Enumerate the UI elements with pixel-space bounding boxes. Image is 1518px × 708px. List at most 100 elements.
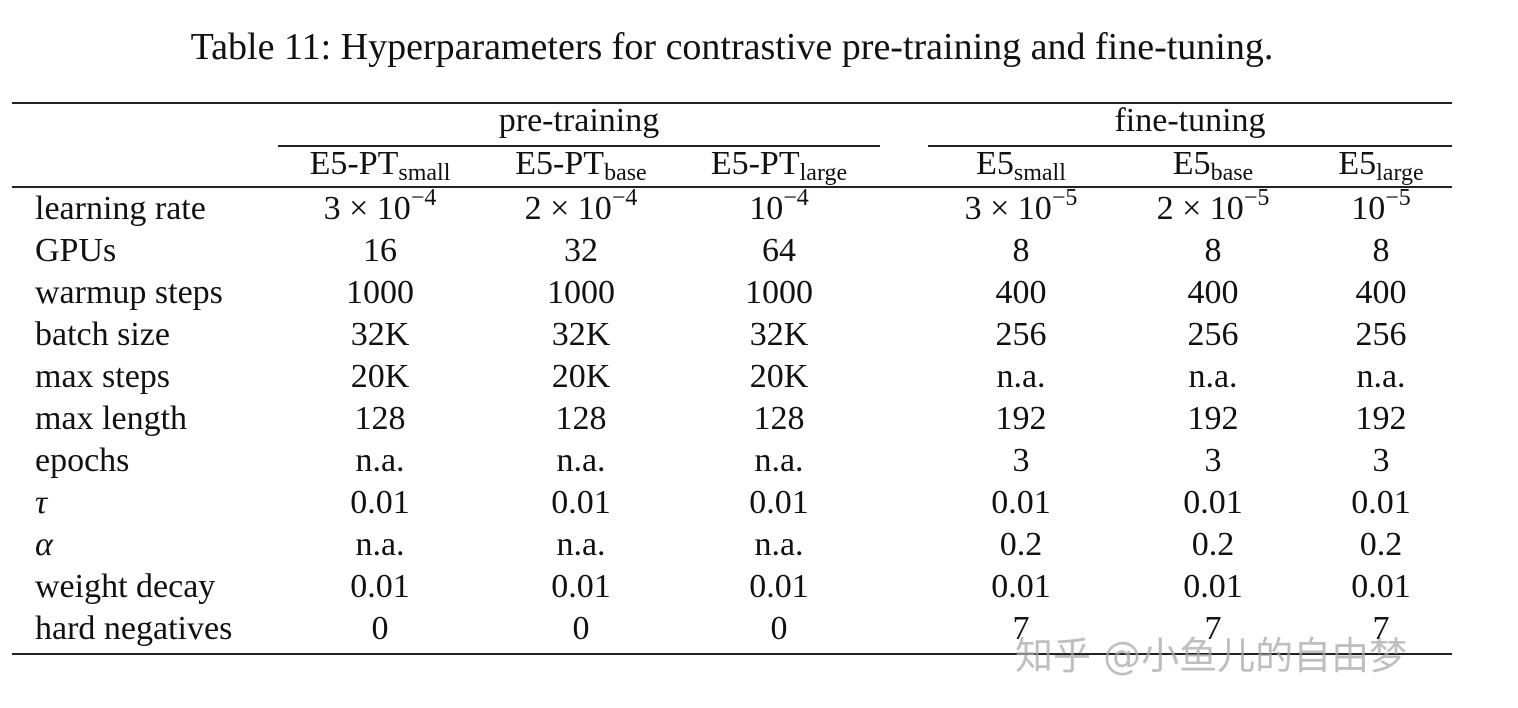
header-rule [12, 186, 1452, 188]
cell-exp: −5 [1243, 185, 1270, 211]
cell: 3 [1012, 442, 1030, 479]
cell: 7 [1204, 610, 1222, 647]
row-label: max length [35, 400, 188, 437]
group-rule [928, 145, 1452, 147]
column-header: E5large [1338, 145, 1423, 186]
cell: 3 × 10−5 [964, 186, 1078, 227]
cell: 8 [1372, 232, 1390, 269]
column-base: E5 [1172, 145, 1211, 182]
cell: n.a. [556, 526, 606, 563]
cell: 32K [350, 316, 410, 353]
cell: 3 [1204, 442, 1222, 479]
cell-exp: −4 [783, 185, 809, 211]
cell: 0.01 [749, 568, 809, 605]
cell: n.a. [754, 442, 804, 479]
cell: n.a. [754, 526, 804, 563]
cell: 7 [1372, 610, 1390, 647]
cell: 0.01 [1351, 568, 1411, 605]
column-header: E5small [976, 145, 1066, 186]
column-sub: large [799, 160, 848, 186]
column-sub: base [604, 160, 647, 186]
column-base: E5 [1338, 145, 1377, 182]
group-rule [278, 145, 880, 147]
cell: n.a. [1188, 358, 1238, 395]
cell: 7 [1012, 610, 1030, 647]
cell: 128 [753, 400, 805, 437]
column-base: E5-PT [309, 145, 399, 182]
cell: 8 [1204, 232, 1222, 269]
cell: 1000 [547, 274, 615, 311]
caption: Table 11: Hyperparameters for contrastiv… [190, 26, 1274, 68]
cell: 16 [363, 232, 397, 269]
cell: 0.2 [1359, 526, 1403, 563]
column-base: E5-PT [710, 145, 800, 182]
cell: 0 [371, 610, 389, 647]
cell-text: 10 [749, 190, 784, 227]
row-label: warmup steps [35, 274, 223, 311]
cell: 32K [551, 316, 611, 353]
cell: 20K [350, 358, 410, 395]
cell: 2 × 10−4 [524, 186, 638, 227]
cell: 8 [1012, 232, 1030, 269]
cell-exp: −4 [611, 185, 638, 211]
cell-text: 2 × 10 [524, 190, 612, 227]
cell: 1000 [745, 274, 813, 311]
cell: n.a. [355, 442, 405, 479]
column-sub: small [398, 160, 451, 186]
cell: 0.2 [1191, 526, 1235, 563]
cell: 0.01 [551, 484, 611, 521]
top-rule [12, 102, 1452, 104]
cell: 400 [1355, 274, 1407, 311]
column-sub: base [1210, 160, 1254, 186]
cell: 192 [1355, 400, 1407, 437]
cell-exp: −5 [1051, 185, 1078, 211]
cell: 128 [555, 400, 607, 437]
cell: 256 [1187, 316, 1239, 353]
cell: 256 [995, 316, 1047, 353]
row-label: batch size [35, 316, 170, 353]
column-base: E5 [976, 145, 1014, 182]
row-label: τ [35, 484, 48, 521]
cell: 0 [770, 610, 788, 647]
cell: 0.01 [991, 484, 1051, 521]
cell: 0.01 [1183, 484, 1243, 521]
row-label: epochs [35, 442, 130, 479]
cell-exp: −5 [1385, 185, 1411, 211]
cell: 0.01 [749, 484, 809, 521]
cell: 0.01 [1351, 484, 1411, 521]
row-label: max steps [35, 358, 171, 395]
cell: 0.2 [999, 526, 1043, 563]
group-header: pre-training [498, 102, 660, 139]
cell: 2 × 10−5 [1156, 186, 1270, 227]
cell: n.a. [1356, 358, 1406, 395]
row-label: learning rate [35, 190, 206, 227]
cell: 32K [749, 316, 809, 353]
row-label: weight decay [35, 568, 216, 605]
cell-text: 3 × 10 [964, 190, 1052, 227]
column-header: E5-PTbase [515, 147, 646, 186]
row-label: hard negatives [35, 610, 233, 647]
column-header: E5-PTlarge [710, 145, 847, 186]
group-header: fine-tuning [1114, 102, 1266, 139]
cell: n.a. [355, 526, 405, 563]
row-label: α [35, 526, 53, 563]
cell: n.a. [556, 442, 606, 479]
cell-text: 3 × 10 [323, 190, 411, 227]
column-sub: large [1376, 160, 1424, 186]
cell: 128 [354, 400, 406, 437]
cell: 3 [1372, 442, 1390, 479]
watermark: 知乎 @小鱼儿的自由梦 [1015, 634, 1408, 678]
cell: 400 [995, 274, 1047, 311]
cell: 0 [572, 610, 590, 647]
cell: n.a. [996, 358, 1046, 395]
cell: 10−5 [1351, 186, 1411, 226]
row-label: GPUs [35, 232, 117, 269]
column-header: E5base [1172, 145, 1253, 186]
cell: 32 [564, 232, 598, 269]
column-sub: small [1013, 160, 1066, 186]
cell: 20K [749, 358, 809, 395]
cell-text: 2 × 10 [1156, 190, 1244, 227]
cell: 256 [1355, 316, 1407, 353]
cell: 20K [551, 358, 611, 395]
